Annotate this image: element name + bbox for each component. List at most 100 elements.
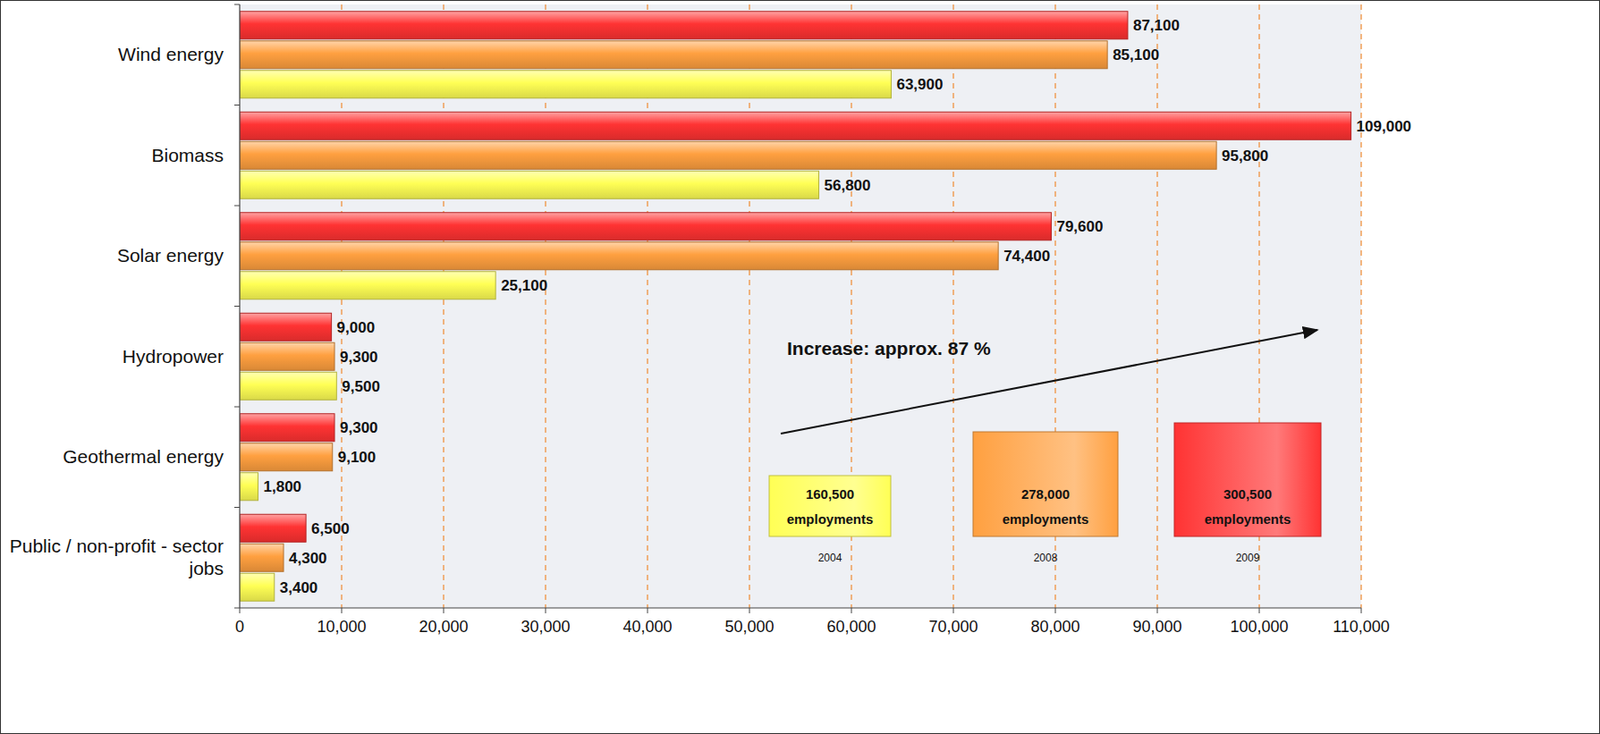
legend-total-line: employments: [787, 511, 874, 527]
chart: 87,100109,00079,6009,0009,3006,50085,100…: [0, 0, 1600, 734]
y-tick: [234, 507, 240, 508]
category-label: Biomass: [151, 144, 224, 166]
axes: 0 10,000 20,000 30,000 40,000 50,000 60,000 70,…: [9, 4, 1390, 636]
plot-background: [239, 4, 1362, 609]
category-label: Hydropower: [122, 346, 224, 367]
data-label: 9,300: [339, 419, 379, 437]
legend-total-line: 160,500: [805, 486, 855, 502]
bar: [239, 170, 820, 199]
category-label-line: Geothermal energy: [62, 446, 224, 467]
category-label: Wind energy: [118, 43, 224, 65]
data-labels: 87,100109,00079,6009,0009,3006,50085,100…: [263, 16, 1413, 597]
x-tick: [1055, 608, 1057, 614]
bar: [239, 543, 284, 572]
annotation-text: Increase: approx. 87 %: [787, 338, 991, 359]
data-label: 3,400: [279, 579, 319, 597]
annotation: Increase: approx. 87 %: [780, 330, 1318, 434]
data-label: 9,300: [339, 348, 379, 366]
x-tick: [647, 608, 649, 614]
y-tick: [234, 205, 240, 207]
category-label-line: Wind energy: [118, 43, 224, 65]
legend-total-line: 278,000: [1021, 486, 1070, 502]
category-label-line: Public / non-profit - sector: [9, 535, 224, 557]
category-label-line: Hydropower: [122, 346, 224, 367]
legend-year: 2008: [1033, 551, 1059, 565]
x-tick: [341, 608, 343, 614]
bar: [239, 111, 1352, 140]
legend-box: [769, 475, 891, 537]
category-label-line: jobs: [187, 558, 224, 579]
bar: [239, 473, 259, 501]
x-tick-label: 40,000: [622, 617, 672, 636]
legend-box: [973, 431, 1118, 537]
legend: 160,500 employments 2004 278,000 employments…: [769, 423, 1321, 565]
y-tick: [234, 608, 240, 610]
data-label: 79,600: [1056, 218, 1103, 236]
x-tick-label: 80,000: [1030, 617, 1080, 636]
y-tick: [234, 305, 240, 307]
category-label: Public / non-profit - sectorjobs: [9, 535, 224, 579]
arrow: [780, 330, 1318, 434]
data-label: 87,100: [1133, 16, 1180, 34]
bar: [239, 141, 1217, 170]
bar: [239, 70, 891, 99]
data-label: 9,500: [341, 378, 381, 396]
data-label: 56,800: [824, 177, 872, 195]
data-label: 4,300: [288, 550, 328, 568]
legend-year: 2004: [818, 551, 843, 565]
legend-total: 278,000 employments: [1002, 486, 1090, 527]
bar: [239, 443, 333, 472]
x-axis-line: [239, 607, 1362, 609]
data-label: 1,800: [263, 478, 303, 496]
data-label: 9,000: [337, 319, 376, 337]
bar: [239, 242, 999, 271]
frame: [0, 0, 1600, 734]
x-tick: [953, 608, 955, 614]
category-label-line: Biomass: [151, 144, 224, 166]
grid-line: [952, 4, 954, 609]
y-tick: [234, 104, 240, 106]
bar: [239, 372, 337, 400]
x-tick-label: 90,000: [1132, 617, 1182, 636]
x-tick-label: 0: [235, 617, 245, 636]
data-label: 25,100: [500, 277, 548, 295]
data-label: 109,000: [1356, 118, 1412, 136]
x-tick-label: 60,000: [826, 617, 876, 636]
x-tick-label: 70,000: [928, 617, 978, 636]
x-tick-label: 20,000: [418, 617, 468, 636]
bar: [239, 414, 335, 442]
data-label: 74,400: [1003, 247, 1050, 265]
data-label: 9,100: [338, 448, 377, 466]
legend-total-line: 300,500: [1223, 486, 1272, 502]
bar: [239, 41, 1108, 69]
legend-year: 2009: [1235, 551, 1261, 565]
bar: [239, 11, 1128, 40]
bar: [239, 342, 335, 371]
category-label: Geothermal energy: [62, 446, 224, 467]
x-tick-label: 110,000: [1332, 617, 1390, 636]
x-tick-label: 50,000: [724, 617, 774, 636]
x-tick: [749, 608, 751, 614]
category-label: Solar energy: [117, 245, 225, 266]
y-tick: [234, 406, 240, 408]
data-label: 85,100: [1112, 46, 1160, 64]
bar: [239, 313, 332, 341]
x-tick: [545, 608, 547, 614]
bar: [239, 271, 496, 300]
x-tick: [443, 608, 445, 614]
x-tick: [851, 608, 853, 614]
data-label: 95,800: [1221, 147, 1269, 165]
legend-total-line: employments: [1002, 511, 1090, 527]
x-tick-label: 30,000: [520, 617, 570, 636]
legend-total: 300,500 employments: [1204, 486, 1292, 527]
bars: [239, 11, 1352, 602]
x-tick-label: 100,000: [1229, 617, 1288, 636]
x-tick: [1259, 608, 1261, 614]
grid-line: [1156, 4, 1158, 609]
legend-total-line: employments: [1204, 511, 1292, 527]
bar: [239, 514, 306, 542]
bar: [239, 212, 1051, 241]
x-tick-label: 10,000: [316, 617, 366, 636]
bar: [239, 573, 275, 602]
y-tick: [234, 4, 240, 6]
